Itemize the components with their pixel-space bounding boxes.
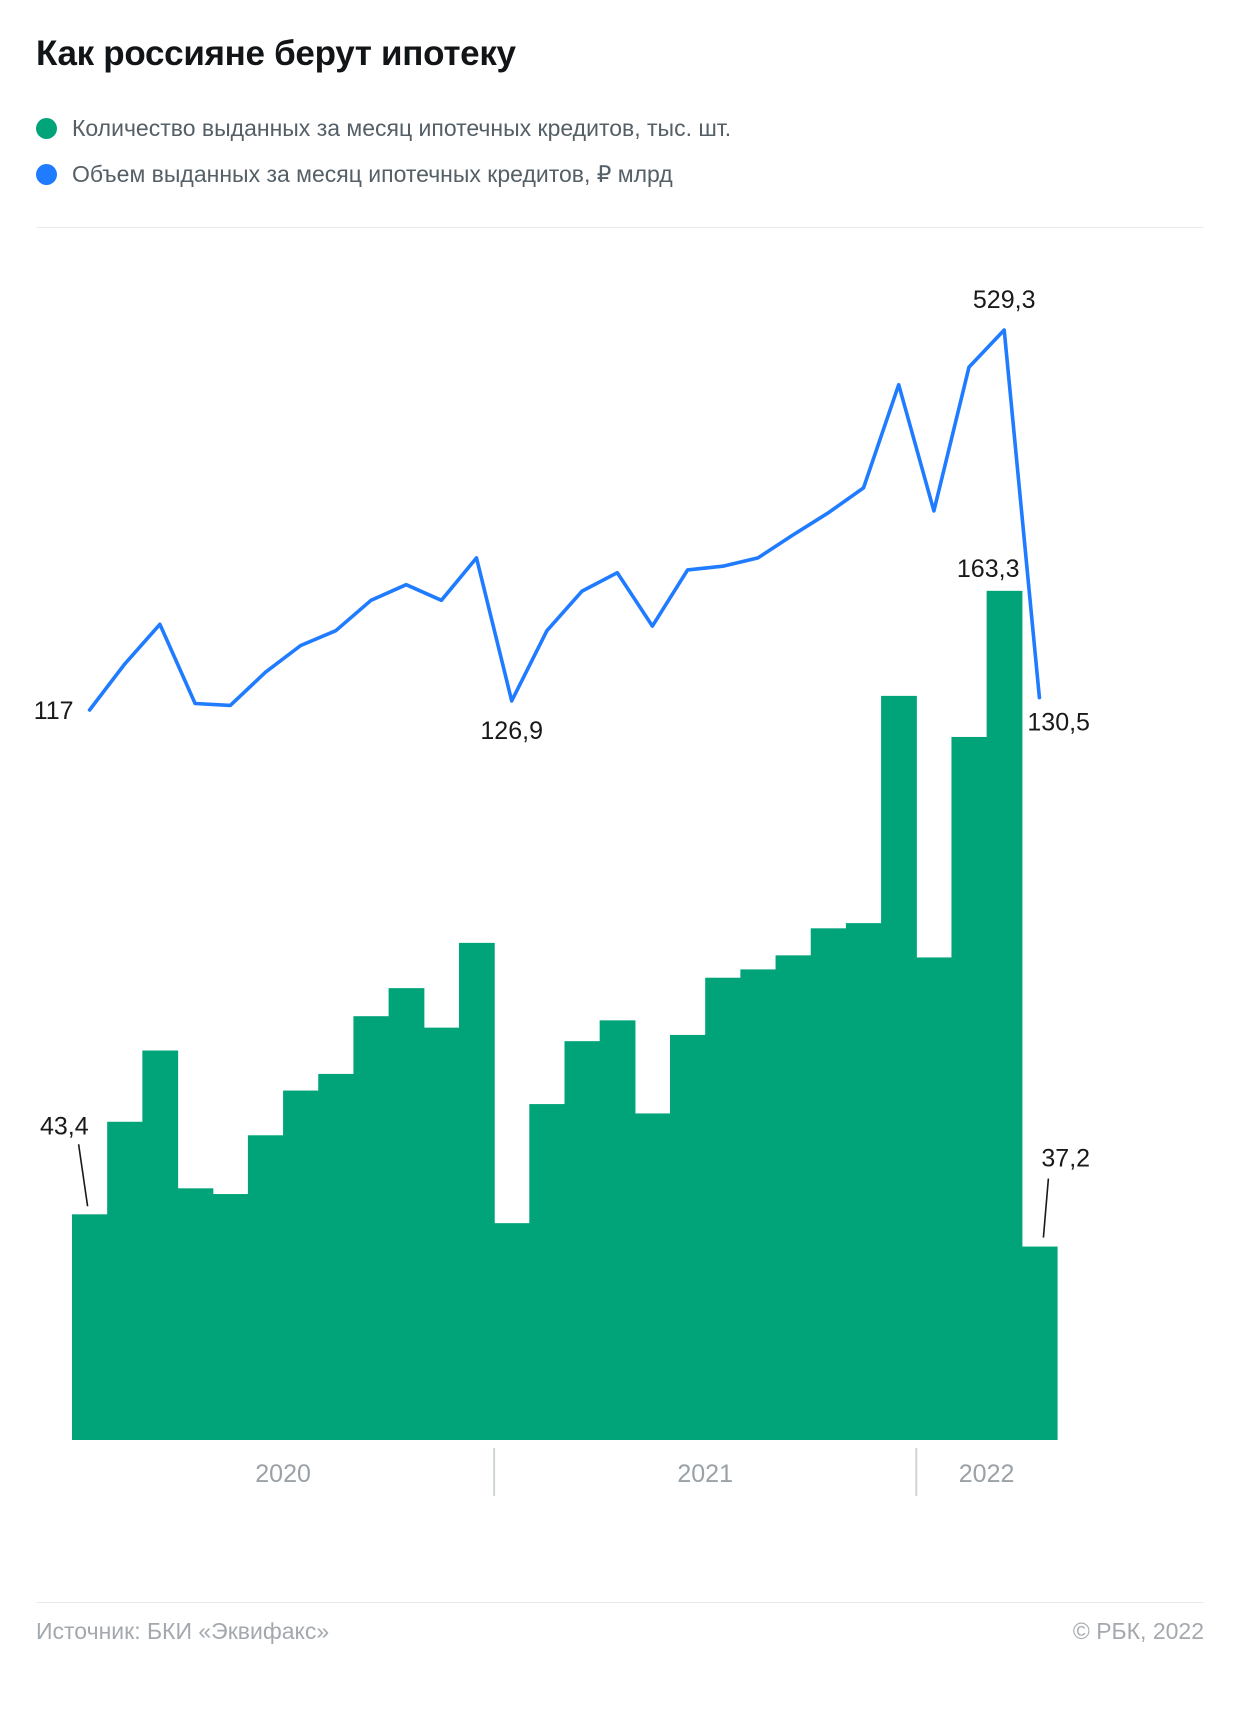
count-bar: [810, 928, 847, 1440]
count-bar: [634, 1113, 671, 1440]
count-bar: [142, 1050, 179, 1440]
count-bar: [986, 590, 1023, 1440]
count-bar: [107, 1121, 143, 1440]
legend: Количество выданных за месяц ипотечных к…: [36, 114, 1204, 206]
page-title: Как россияне берут ипотеку: [36, 34, 516, 73]
legend-dot-volume-icon: [36, 163, 57, 185]
count-bar: [951, 736, 988, 1440]
annotation-tick: [1042, 1178, 1050, 1238]
count-bar: [916, 957, 953, 1440]
count-bar: [318, 1073, 355, 1440]
count-bar: [494, 1223, 530, 1440]
count-bar: [599, 1020, 636, 1440]
count-bar: [353, 1016, 390, 1440]
count-bar: [212, 1194, 249, 1440]
count-bar: [705, 977, 741, 1440]
annotation-label: 126,9: [480, 717, 543, 745]
year-label: 2021: [677, 1460, 733, 1488]
count-bar: [775, 955, 812, 1440]
legend-item-volume: Объем выданных за месяц ипотечных кредит…: [36, 160, 1204, 189]
count-bar: [247, 1135, 284, 1440]
footer: Источник: БКИ «Эквифакс» © РБК, 2022: [36, 1618, 1204, 1645]
volume-line: [87, 328, 1042, 712]
source-text: Источник: БКИ «Эквифакс»: [36, 1618, 330, 1644]
count-bar: [670, 1034, 706, 1440]
annotation-label: 37,2: [1041, 1145, 1090, 1173]
count-bar: [177, 1188, 214, 1440]
copyright-text: © РБК, 2022: [1072, 1618, 1204, 1644]
count-bar: [388, 988, 425, 1440]
count-bar: [1021, 1246, 1058, 1440]
year-label: 2022: [959, 1460, 1015, 1488]
count-bar: [881, 695, 917, 1440]
count-bar: [740, 969, 777, 1440]
year-label: 2020: [255, 1460, 311, 1488]
annotation-label: 163,3: [957, 555, 1020, 583]
legend-item-count: Количество выданных за месяц ипотечных к…: [36, 114, 1204, 143]
count-bar: [458, 942, 495, 1440]
annotation-tick: [77, 1144, 89, 1207]
legend-label-volume: Объем выданных за месяц ипотечных кредит…: [72, 160, 673, 187]
count-bar: [845, 923, 882, 1440]
count-bar: [564, 1041, 601, 1440]
count-bar: [423, 1027, 460, 1440]
top-divider: [36, 227, 1204, 228]
annotation-label: 117: [34, 697, 74, 725]
footer-divider: [36, 1602, 1204, 1603]
annotation-label: 43,4: [40, 1112, 89, 1140]
count-bar: [72, 1214, 108, 1440]
legend-label-count: Количество выданных за месяц ипотечных к…: [72, 115, 732, 141]
annotation-label: 529,3: [973, 286, 1036, 314]
count-bar: [529, 1104, 566, 1440]
legend-dot-count-icon: [36, 117, 57, 139]
count-bar: [283, 1090, 319, 1440]
annotation-label: 130,5: [1027, 709, 1090, 737]
